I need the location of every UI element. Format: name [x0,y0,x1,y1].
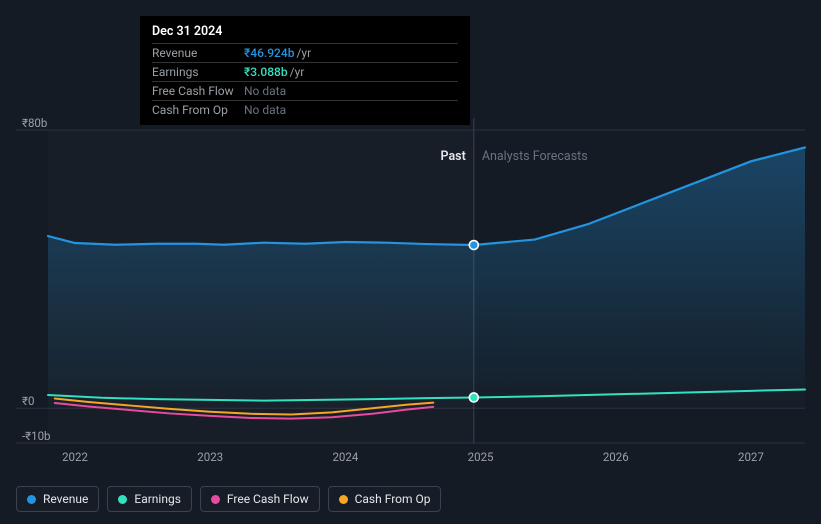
y-axis-label: -₹10b [22,429,51,443]
tooltip-row: Cash From OpNo data [152,100,458,119]
tooltip-date: Dec 31 2024 [152,24,458,39]
x-axis-label: 2026 [603,450,629,464]
x-axis-label: 2022 [62,450,88,464]
tooltip-row-nodata: No data [244,103,286,117]
legend-label: Revenue [43,492,88,506]
legend-item-fcf[interactable]: Free Cash Flow [200,486,320,512]
legend-label: Cash From Op [355,492,431,506]
tooltip-row-unit: /yr [296,46,311,60]
legend-label: Free Cash Flow [227,492,309,506]
legend-item-earnings[interactable]: Earnings [107,486,192,512]
tooltip-row-label: Cash From Op [152,103,244,117]
legend-label: Earnings [134,492,181,506]
legend: Revenue Earnings Free Cash Flow Cash From O… [16,486,441,512]
marker-revenue [469,241,478,250]
tooltip-row-nodata: No data [244,84,286,98]
tooltip-row-unit: /yr [290,65,305,79]
x-axis-label: 2025 [468,450,494,464]
tooltip-row: Revenue₹46.924b /yr [152,43,458,62]
tooltip-row: Free Cash FlowNo data [152,81,458,100]
legend-swatch [118,495,127,504]
past-label: Past [441,149,466,164]
x-axis-label: 2024 [332,450,358,464]
tooltip-row-label: Free Cash Flow [152,84,244,98]
legend-swatch [27,495,36,504]
legend-swatch [339,495,348,504]
tooltip-row: Earnings₹3.088b /yr [152,62,458,81]
x-axis-label: 2023 [197,450,223,464]
legend-swatch [211,495,220,504]
legend-item-revenue[interactable]: Revenue [16,486,99,512]
forecast-label: Analysts Forecasts [482,149,588,164]
x-axis-label: 2027 [738,450,764,464]
y-axis-label: ₹80b [22,116,47,130]
y-axis-label: ₹0 [22,394,34,408]
tooltip: Dec 31 2024 Revenue₹46.924b /yrEarnings₹… [140,16,470,125]
tooltip-row-label: Revenue [152,46,244,60]
tooltip-row-value: ₹46.924b [244,46,294,60]
tooltip-row-label: Earnings [152,65,244,79]
marker-earnings [469,393,478,402]
legend-item-cfo[interactable]: Cash From Op [328,486,442,512]
tooltip-row-value: ₹3.088b [244,65,288,79]
